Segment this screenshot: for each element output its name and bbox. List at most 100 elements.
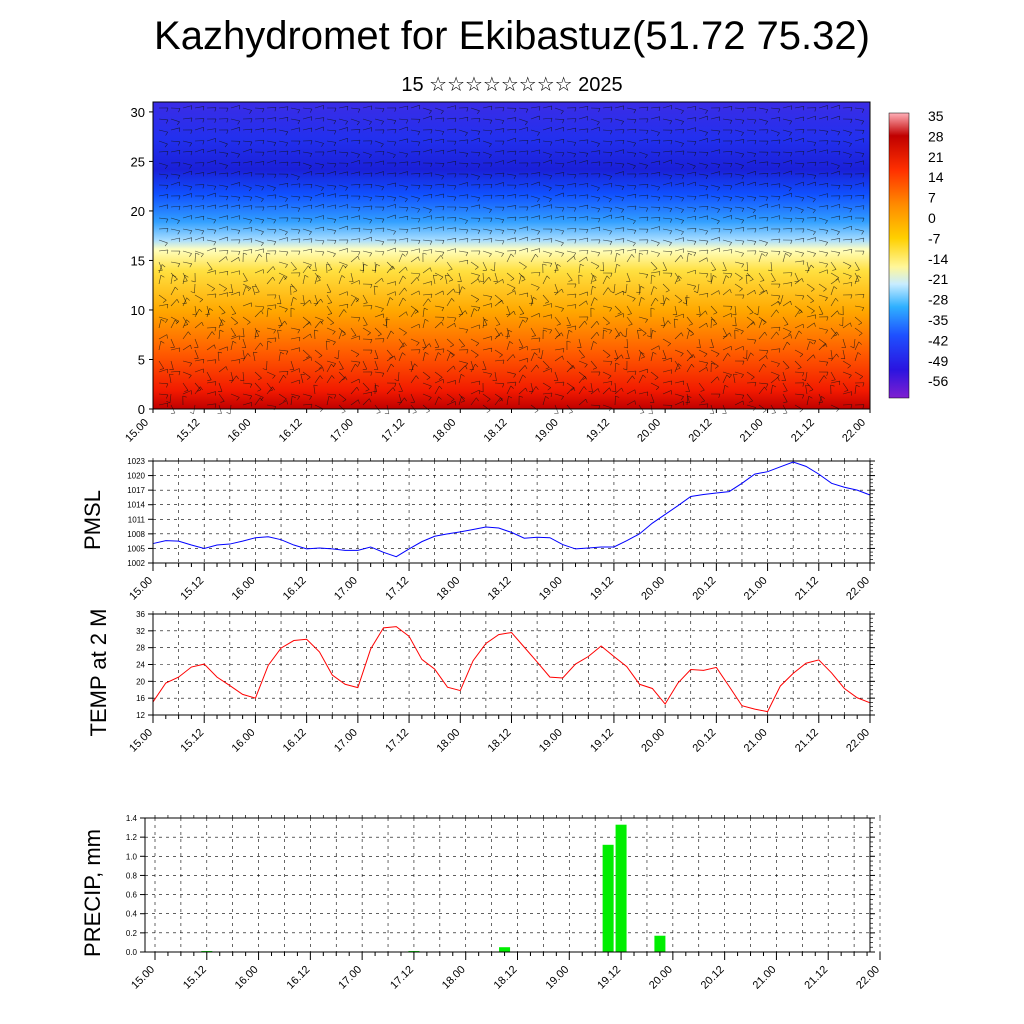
wind-barb-flag (836, 231, 840, 236)
wind-barb-flag (499, 398, 503, 402)
wind-barb (746, 140, 756, 142)
wind-barb (230, 393, 240, 398)
wind-barb-flag (562, 348, 565, 353)
wind-barb (446, 195, 456, 198)
wind-barb (578, 386, 585, 395)
wind-barb-flag (622, 129, 625, 134)
wind-barb (686, 239, 696, 242)
wind-barb (590, 118, 600, 123)
wind-barb-flag (634, 129, 637, 134)
wind-barb-flag (650, 307, 655, 310)
wind-barb (518, 365, 526, 373)
wind-barb (746, 321, 754, 329)
wind-barb-flag (298, 272, 301, 277)
wind-barb (386, 182, 396, 186)
wind-barb (254, 330, 257, 340)
wind-barb (770, 261, 773, 271)
wind-barb (410, 151, 421, 153)
wind-barb-flag (585, 399, 588, 403)
wind-barb (422, 298, 429, 307)
wind-barb-flag (448, 268, 453, 271)
wind-barb-flag (489, 296, 493, 301)
wind-barb (650, 275, 652, 285)
wind-barb-flag (226, 107, 229, 112)
wind-barb-flag (501, 219, 505, 224)
wind-barb (530, 181, 540, 186)
wind-barb (794, 323, 804, 329)
wind-barb (842, 382, 849, 391)
wind-barb-flag (550, 392, 553, 397)
wind-barb (674, 217, 684, 221)
wind-barb (566, 173, 576, 176)
wind-barb (434, 396, 439, 406)
wind-barb-flag (681, 209, 684, 213)
wind-barb (338, 215, 348, 219)
wind-barb-flag (297, 396, 300, 400)
wind-barb-flag (197, 389, 201, 392)
wind-barb (602, 129, 612, 131)
wind-barb (494, 239, 504, 242)
wind-barb-flag (442, 163, 445, 168)
wind-barb-flag (166, 185, 169, 190)
wind-barb (326, 171, 336, 175)
wind-barb-flag (231, 335, 236, 337)
wind-barb (278, 276, 284, 285)
wind-barb (626, 375, 633, 384)
wind-barb (506, 150, 516, 153)
wind-barb-flag (766, 217, 769, 222)
wind-barb (506, 371, 516, 375)
wind-barb-flag (418, 256, 420, 261)
wind-barb-flag (574, 194, 577, 199)
wind-barb-flag (790, 301, 792, 306)
wind-barb-flag (442, 290, 444, 295)
wind-barb (806, 228, 816, 233)
wind-barb (566, 160, 576, 164)
wind-barb (482, 194, 492, 197)
wind-barb (434, 206, 444, 208)
wind-barb-flag (640, 351, 645, 355)
wind-barb-flag (741, 263, 745, 268)
wind-barb-flag (825, 329, 829, 334)
wind-barb (794, 360, 802, 368)
wind-barb-flag (166, 334, 168, 339)
wind-barb-flag (202, 172, 205, 177)
wind-barb (518, 292, 528, 296)
wind-barb-flag (562, 355, 564, 360)
wind-barb-flag (646, 239, 649, 244)
wind-barb-flag (274, 250, 277, 255)
wind-barb-flag (609, 307, 613, 312)
wind-barb-flag (609, 241, 613, 246)
wind-barb (602, 206, 612, 209)
wind-barb (818, 182, 828, 186)
wind-barb (182, 105, 192, 109)
wind-barb-flag (296, 176, 300, 181)
wind-barb (218, 382, 223, 392)
wind-barb-flag (705, 186, 709, 191)
wind-barb-flag (250, 118, 253, 123)
wind-barb-flag (260, 397, 264, 401)
wind-barb (446, 248, 456, 252)
wind-barb (578, 398, 587, 406)
precip-panel-x-tick-label: 18.12 (492, 964, 520, 992)
wind-barb (170, 127, 180, 131)
wind-barb (170, 205, 180, 208)
wind-barb-flag (802, 372, 805, 377)
wind-barb (506, 237, 516, 241)
wind-barb (482, 250, 492, 255)
wind-barb-flag (283, 375, 287, 379)
colorbar-label: -49 (928, 353, 948, 369)
wind-barb (518, 118, 528, 123)
wind-barb (326, 228, 336, 231)
wind-barb-flag (814, 162, 817, 167)
pmsl-panel-x-tick-label: 19.00 (537, 575, 565, 603)
wind-barb-flag (203, 216, 205, 221)
wind-barb-flag (802, 394, 805, 399)
wind-barb (194, 349, 199, 359)
wind-barb-flag (334, 150, 337, 155)
wind-barb (374, 264, 377, 274)
wind-barb-flag (454, 128, 457, 133)
wind-barb (818, 360, 828, 363)
wind-barb (206, 228, 216, 231)
wind-barb (302, 171, 312, 175)
